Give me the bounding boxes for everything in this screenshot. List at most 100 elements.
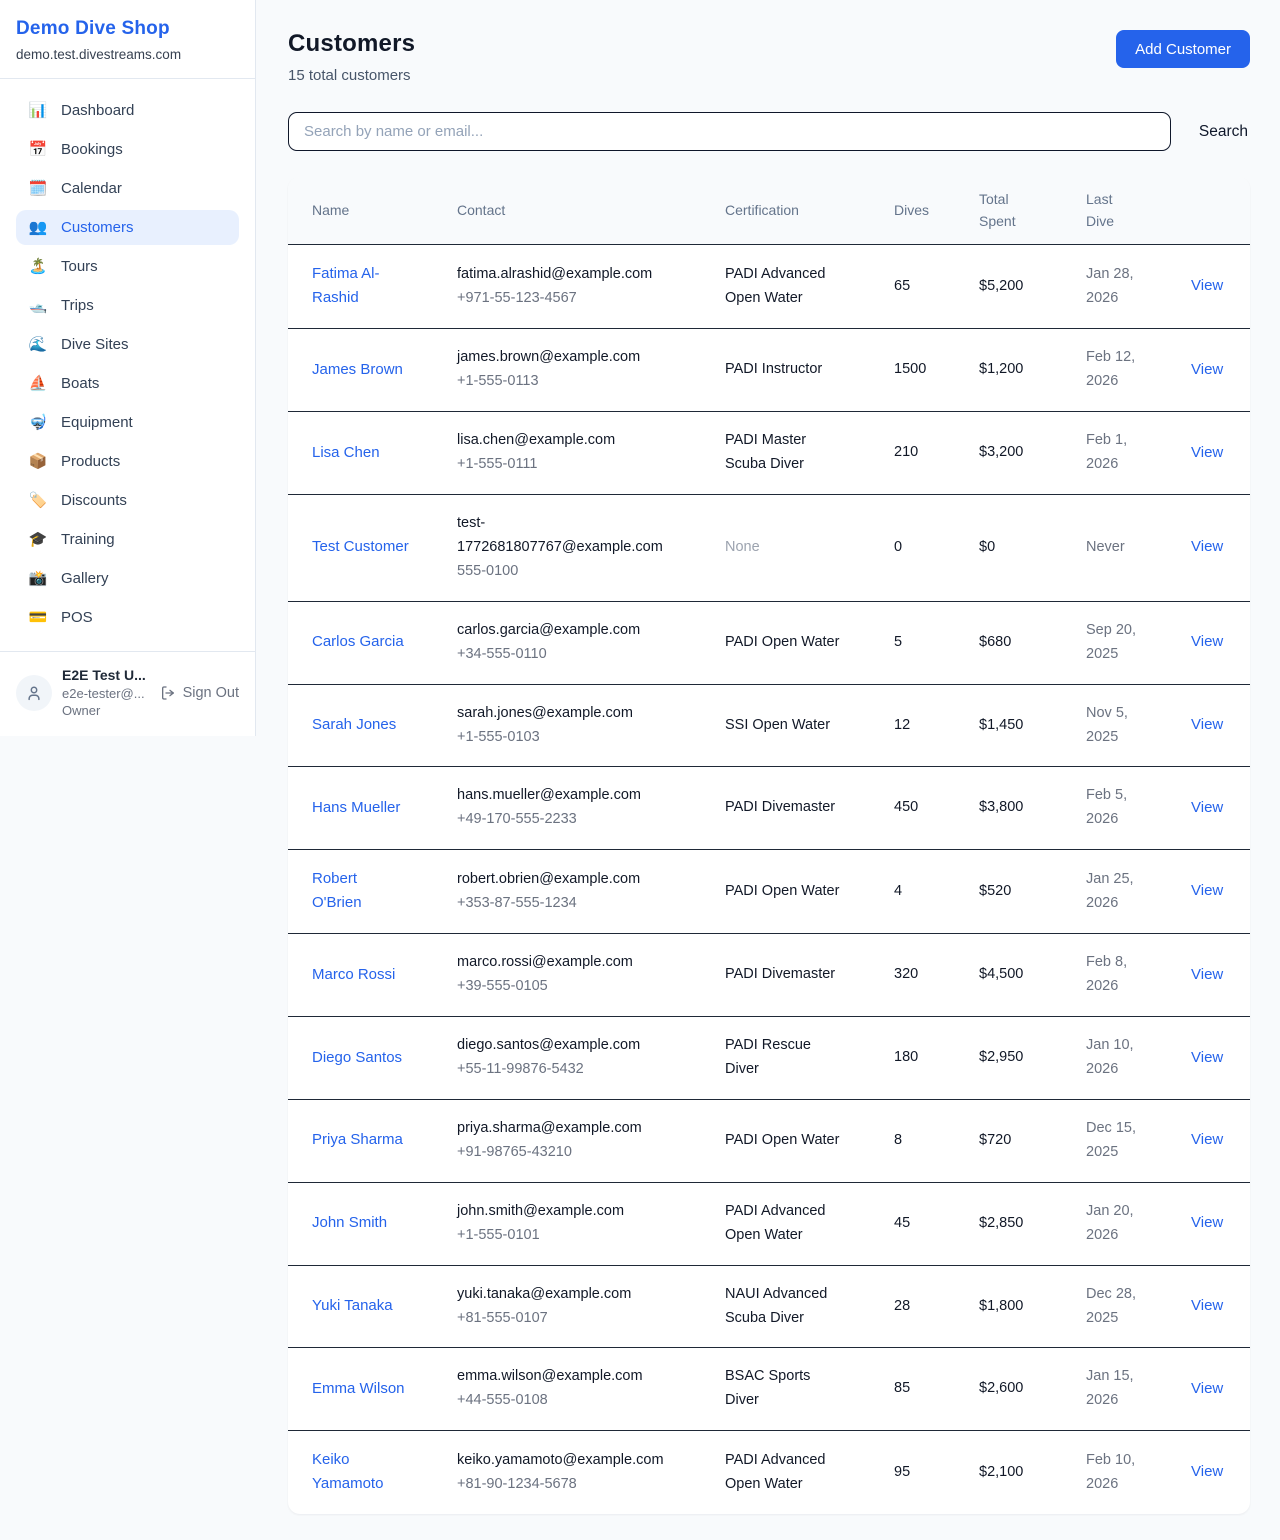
customer-name-link[interactable]: Fatima Al-Rashid (312, 265, 380, 307)
action-cell: View (1167, 1182, 1250, 1266)
customer-name-link[interactable]: Emma Wilson (312, 1379, 405, 1397)
sign-out-button[interactable]: Sign Out (160, 685, 239, 701)
customer-name-link[interactable]: Sarah Jones (312, 716, 397, 734)
action-cell: View (1167, 684, 1250, 768)
sidebar-item-gallery[interactable]: 📸 Gallery (16, 561, 239, 596)
view-customer-link[interactable]: View (1191, 633, 1224, 651)
contact-cell: fatima.alrashid@example.com +971-55-123-4… (433, 244, 701, 330)
sidebar-item-equipment[interactable]: 🤿 Equipment (16, 405, 239, 440)
customer-email: hans.mueller@example.com (457, 787, 641, 804)
sidebar-item-customers[interactable]: 👥 Customers (16, 210, 239, 245)
action-cell: View (1167, 933, 1250, 1018)
customer-phone: +1-555-0101 (457, 1226, 540, 1243)
customer-name-link[interactable]: Keiko Yamamoto (312, 1451, 384, 1493)
calendar-date-icon: 📅 (28, 141, 48, 158)
column-header: Name (288, 177, 433, 246)
search-button[interactable]: Search (1198, 122, 1248, 140)
customer-name-link[interactable]: Carlos Garcia (312, 633, 404, 651)
dives-cell: 65 (870, 244, 955, 330)
customer-phone: +49-170-555-2233 (457, 811, 577, 828)
sidebar-item-bookings[interactable]: 📅 Bookings (16, 132, 239, 167)
sidebar-item-dive-sites[interactable]: 🌊 Dive Sites (16, 327, 239, 362)
view-customer-link[interactable]: View (1191, 1379, 1224, 1397)
view-customer-link[interactable]: View (1191, 965, 1224, 983)
customer-name-link[interactable]: John Smith (312, 1214, 388, 1232)
credit-card-icon: 💳 (28, 609, 48, 626)
certification-value: PADI Master Scuba Diver (725, 432, 807, 473)
dives-cell: 0 (870, 494, 955, 602)
customer-phone: +971-55-123-4567 (457, 289, 577, 306)
customer-phone: 555-0100 (457, 562, 519, 579)
page-title: Customers (288, 30, 416, 57)
view-customer-link[interactable]: View (1191, 1297, 1224, 1315)
view-customer-link[interactable]: View (1191, 1131, 1224, 1149)
certification-value: SSI Open Water (725, 716, 831, 733)
graduation-cap-icon: 🎓 (28, 531, 48, 548)
sidebar-item-label: Training (61, 531, 115, 548)
user-section: E2E Test U... e2e-tester@... Owner Sign … (0, 651, 255, 736)
view-customer-link[interactable]: View (1191, 1214, 1224, 1232)
action-cell: View (1167, 849, 1250, 935)
customer-name-link[interactable]: James Brown (312, 360, 403, 378)
customer-name-link[interactable]: Priya Sharma (312, 1131, 403, 1149)
customer-name-link[interactable]: Yuki Tanaka (312, 1297, 393, 1315)
add-customer-button[interactable]: Add Customer (1116, 30, 1250, 68)
table-header-row: Name Contact Certification Dives Total Spent… (288, 177, 1250, 246)
name-cell: John Smith (288, 1182, 433, 1266)
customer-phone: +81-555-0107 (457, 1309, 548, 1326)
customer-name-link[interactable]: Marco Rossi (312, 965, 396, 983)
view-customer-link[interactable]: View (1191, 538, 1224, 556)
view-customer-link[interactable]: View (1191, 443, 1224, 461)
view-customer-link[interactable]: View (1191, 1048, 1224, 1066)
total-spent-cell: $520 (955, 849, 1062, 935)
sidebar-item-products[interactable]: 📦 Products (16, 444, 239, 479)
customer-email: lisa.chen@example.com (457, 432, 616, 449)
certification-cell: SSI Open Water (701, 684, 870, 768)
sidebar-item-discounts[interactable]: 🏷️ Discounts (16, 483, 239, 518)
customer-row: Fatima Al-Rashid fatima.alrashid@example.… (288, 244, 1250, 330)
total-spent-cell: $1,200 (955, 328, 1062, 413)
sidebar-item-label: Tours (61, 258, 98, 275)
certification-cell: PADI Divemaster (701, 766, 870, 851)
contact-cell: yuki.tanaka@example.com +81-555-0107 (433, 1265, 701, 1349)
customer-name-link[interactable]: Test Customer (312, 538, 409, 556)
search-input[interactable] (288, 112, 1171, 151)
customer-row: Hans Mueller hans.mueller@example.com +49-… (288, 766, 1250, 851)
dives-cell: 4 (870, 849, 955, 935)
customer-phone: +55-11-99876-5432 (457, 1060, 584, 1077)
sidebar-item-label: Bookings (61, 141, 123, 158)
column-header: Contact (433, 177, 701, 246)
view-customer-link[interactable]: View (1191, 798, 1224, 816)
customer-name-link[interactable]: Hans Mueller (312, 798, 401, 816)
action-cell: View (1167, 1431, 1250, 1514)
certification-cell: PADI Open Water (701, 601, 870, 685)
sidebar-item-boats[interactable]: ⛵ Boats (16, 366, 239, 401)
certification-value: PADI Instructor (725, 361, 823, 378)
customer-phone: +1-555-0103 (457, 728, 540, 745)
customer-name-link[interactable]: Lisa Chen (312, 443, 380, 461)
customer-name-link[interactable]: Diego Santos (312, 1048, 403, 1066)
column-header: Dives (870, 177, 955, 246)
customer-row: James Brown james.brown@example.com +1-555… (288, 328, 1250, 413)
view-customer-link[interactable]: View (1191, 882, 1224, 900)
certification-value: PADI Open Water (725, 1131, 840, 1148)
name-cell: Sarah Jones (288, 684, 433, 768)
sidebar: Demo Dive Shop demo.test.divestreams.com… (0, 0, 256, 736)
customer-email: fatima.alrashid@example.com (457, 265, 653, 282)
certification-cell: PADI Open Water (701, 849, 870, 935)
customer-email: priya.sharma@example.com (457, 1119, 642, 1136)
sidebar-item-tours[interactable]: 🏝️ Tours (16, 249, 239, 284)
dives-cell: 450 (870, 766, 955, 851)
sidebar-item-calendar[interactable]: 🗓️ Calendar (16, 171, 239, 206)
view-customer-link[interactable]: View (1191, 1463, 1224, 1481)
sidebar-item-pos[interactable]: 💳 POS (16, 600, 239, 635)
sidebar-item-training[interactable]: 🎓 Training (16, 522, 239, 557)
last-dive-cell: Feb 1, 2026 (1062, 411, 1167, 495)
view-customer-link[interactable]: View (1191, 716, 1224, 734)
view-customer-link[interactable]: View (1191, 277, 1224, 295)
customer-name-link[interactable]: Robert O'Brien (312, 870, 362, 912)
customer-email: diego.santos@example.com (457, 1037, 641, 1054)
view-customer-link[interactable]: View (1191, 360, 1224, 378)
sidebar-item-dashboard[interactable]: 📊 Dashboard (16, 93, 239, 128)
sidebar-item-trips[interactable]: 🛥️ Trips (16, 288, 239, 323)
